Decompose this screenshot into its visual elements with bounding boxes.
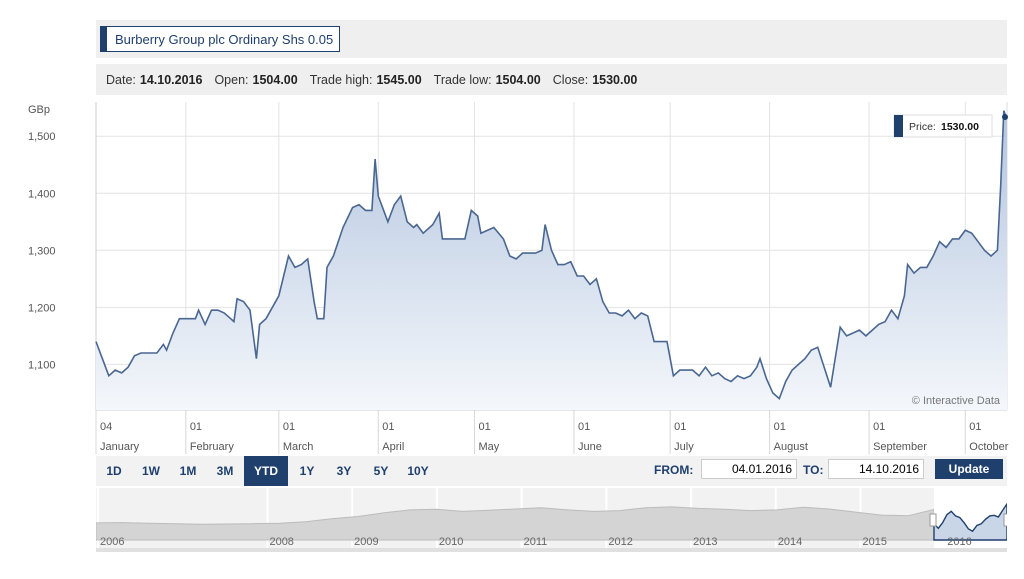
open-label: Open: — [214, 72, 249, 87]
x-tick-day: 01 — [479, 421, 491, 433]
y-tick-label: 1,200 — [28, 302, 56, 314]
to-label: TO: — [803, 463, 824, 477]
range-button-1y[interactable]: 1Y — [299, 464, 315, 478]
price-line — [95, 110, 1008, 400]
close-value: 1530.00 — [592, 72, 638, 87]
range-button-1d[interactable]: 1D — [106, 464, 122, 478]
x-tick-day: 01 — [382, 421, 394, 433]
price-chart[interactable]: GBp 1,100 1,200 1,300 1,400 1,500 04 January 0… — [0, 98, 1024, 458]
update-button[interactable]: Update — [935, 459, 1003, 479]
high-label: Trade high: — [309, 72, 373, 87]
range-button-1w[interactable]: 1W — [142, 464, 160, 478]
tooltip-accent — [894, 115, 903, 137]
x-tick-day: 01 — [190, 421, 202, 433]
x-tick-month: September — [873, 441, 927, 453]
navigator-year-label: 2015 — [863, 536, 887, 548]
y-tick-label: 1,400 — [28, 188, 56, 200]
y-tick-label: 1,100 — [28, 359, 56, 371]
navigator-year-label: 2011 — [524, 536, 548, 548]
navigator-year-label: 2013 — [693, 536, 717, 548]
navigator-year-label: 2012 — [608, 536, 632, 548]
x-tick-day: 01 — [674, 421, 686, 433]
title-accent — [101, 27, 107, 51]
data-credit: © Interactive Data — [912, 395, 1001, 407]
navigator-right-handle[interactable] — [1003, 513, 1007, 527]
x-tick-day: 01 — [283, 421, 295, 433]
navigator-year-label: 2009 — [354, 536, 378, 548]
navigator-scrollbar[interactable] — [96, 548, 1007, 552]
open-value: 1504.00 — [252, 72, 298, 87]
x-tick-day: 04 — [100, 421, 112, 433]
from-label: FROM: — [654, 463, 694, 477]
range-button-3m[interactable]: 3M — [216, 464, 234, 478]
navigator-year-label: 2006 — [100, 536, 124, 548]
range-button-ytd[interactable]: YTD — [244, 456, 288, 486]
instrument-title: Burberry Group plc Ordinary Shs 0.05 — [100, 26, 341, 52]
range-button-10y[interactable]: 10Y — [407, 464, 429, 478]
price-tooltip: Price: 1530.00 — [893, 114, 993, 138]
low-value: 1504.00 — [495, 72, 541, 87]
navigator-year-label: 2008 — [269, 536, 293, 548]
range-button-5y[interactable]: 5Y — [373, 464, 389, 478]
x-tick-day: 01 — [873, 421, 885, 433]
x-tick-month: February — [190, 441, 235, 453]
low-label: Trade low: — [433, 72, 492, 87]
instrument-name: Burberry Group plc Ordinary Shs 0.05 — [115, 31, 334, 47]
navigator-selection-line — [933, 502, 1007, 541]
x-tick-day: 01 — [969, 421, 981, 433]
x-tick-month: June — [578, 441, 602, 453]
y-axis-label: GBp — [28, 104, 50, 116]
last-price-marker — [1002, 114, 1008, 120]
price-area — [96, 110, 1007, 410]
x-tick-month: August — [774, 441, 808, 453]
instrument-title-bar: Burberry Group plc Ordinary Shs 0.05 — [96, 20, 1007, 58]
x-tick-month: July — [674, 441, 694, 453]
date-value: 14.10.2016 — [139, 72, 203, 87]
y-tick-label: 1,300 — [28, 245, 56, 257]
x-tick-day: 01 — [774, 421, 786, 433]
navigator-history-area — [96, 506, 935, 541]
range-button-1m[interactable]: 1M — [179, 464, 197, 478]
range-button-3y[interactable]: 3Y — [336, 464, 352, 478]
x-tick-month: March — [283, 441, 314, 453]
x-tick-month: May — [479, 441, 500, 453]
x-tick-month: January — [100, 441, 140, 453]
navigator-year-label: 2014 — [778, 536, 802, 548]
navigator-year-label: 2016 — [947, 536, 971, 548]
navigator-chart[interactable]: 2006 2008 2009 2010 2011 2012 2013 2014 2015 2016 — [96, 488, 1007, 552]
tooltip-label: Price: — [909, 121, 936, 133]
x-tick-month: October — [969, 441, 1008, 453]
navigator-left-handle[interactable] — [929, 513, 937, 527]
close-label: Close: — [552, 72, 589, 87]
x-tick-day: 01 — [578, 421, 590, 433]
navigator-year-label: 2010 — [439, 536, 463, 548]
y-tick-label: 1,500 — [28, 131, 56, 143]
from-date-input[interactable] — [701, 459, 797, 479]
to-date-input[interactable] — [828, 459, 924, 479]
high-value: 1545.00 — [376, 72, 422, 87]
range-selector: 1D 1W 1M 3M YTD 1Y 3Y 5Y 10Y FROM: TO: Update — [96, 456, 1007, 486]
quote-info-bar: Date: 14.10.2016 Open: 1504.00 Trade hig… — [96, 64, 1007, 95]
x-tick-month: April — [382, 441, 404, 453]
date-label: Date: — [106, 72, 136, 87]
tooltip-value: 1530.00 — [941, 121, 979, 133]
